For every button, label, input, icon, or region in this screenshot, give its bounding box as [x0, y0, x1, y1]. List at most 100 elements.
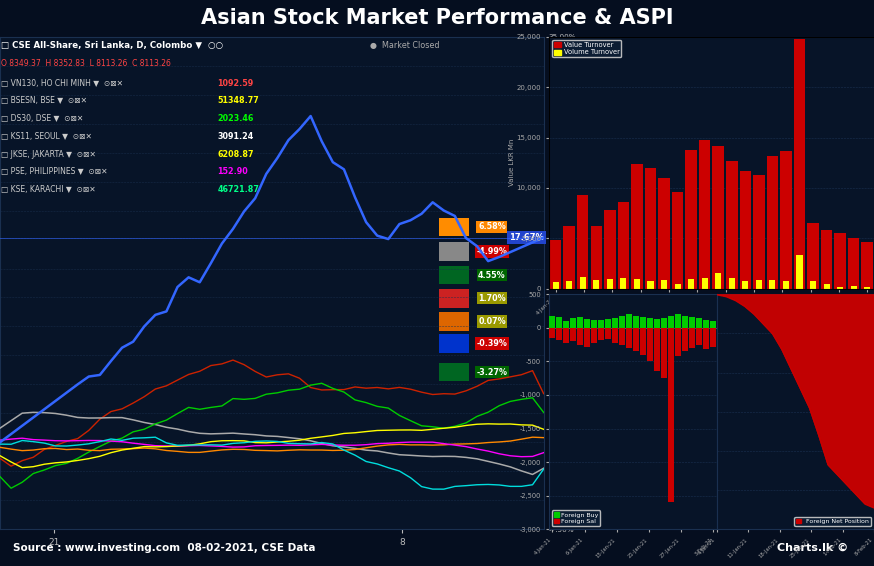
Bar [711, 321, 716, 328]
Bar [729, 278, 735, 289]
Bar [756, 280, 762, 289]
Bar [669, 328, 674, 503]
Bar [627, 315, 632, 328]
Bar [607, 279, 613, 289]
Bar [739, 171, 751, 289]
Bar [655, 328, 660, 371]
FancyBboxPatch shape [440, 312, 469, 331]
Bar [697, 328, 702, 345]
Bar [634, 316, 639, 328]
Bar [613, 318, 618, 328]
Bar [794, 39, 805, 289]
Text: 2023.46: 2023.46 [218, 114, 253, 123]
Bar [621, 278, 627, 289]
Bar [631, 164, 642, 289]
Bar [850, 286, 857, 289]
Bar [688, 279, 694, 289]
Bar [557, 317, 562, 328]
Bar [618, 202, 629, 289]
Bar [704, 328, 709, 349]
Text: □ VN130, HO CHI MINH ▼  ⊙⊠✕: □ VN130, HO CHI MINH ▼ ⊙⊠✕ [1, 79, 123, 88]
Bar [669, 316, 674, 328]
Bar [557, 328, 562, 340]
Bar [769, 280, 775, 289]
Text: □ CSE All-Share, Sri Lanka, D, Colombo ▼  ○○: □ CSE All-Share, Sri Lanka, D, Colombo ▼… [1, 41, 223, 50]
Text: 51348.77: 51348.77 [218, 96, 260, 105]
Bar [810, 281, 816, 289]
Bar [662, 318, 667, 328]
Bar [577, 195, 588, 289]
Bar [571, 319, 576, 328]
Bar [578, 328, 583, 345]
Bar [808, 223, 819, 289]
Bar [715, 273, 721, 289]
Text: -4.99%: -4.99% [476, 247, 508, 256]
Text: □ PSE, PHILIPPINES ▼  ⊙⊠✕: □ PSE, PHILIPPINES ▼ ⊙⊠✕ [1, 168, 108, 176]
Bar [585, 319, 590, 328]
Text: 1.70%: 1.70% [478, 294, 506, 303]
Bar [690, 317, 695, 328]
Bar [648, 319, 653, 328]
Legend: Foreign Net Position: Foreign Net Position [794, 517, 871, 526]
Bar [566, 281, 572, 289]
Bar [683, 328, 688, 351]
Bar [564, 321, 569, 328]
Bar [862, 242, 873, 289]
FancyBboxPatch shape [440, 266, 469, 285]
Bar [641, 328, 646, 355]
Text: -3.27%: -3.27% [476, 368, 508, 376]
Bar [648, 281, 654, 289]
Text: □ JKSE, JAKARTA ▼  ⊙⊠✕: □ JKSE, JAKARTA ▼ ⊙⊠✕ [1, 149, 96, 158]
FancyBboxPatch shape [440, 363, 469, 381]
Text: □ DS30, DSE ▼  ⊙⊠✕: □ DS30, DSE ▼ ⊙⊠✕ [1, 114, 83, 123]
Text: ●  Market Closed: ● Market Closed [370, 41, 439, 50]
Text: Source : www.investing.com  08-02-2021, CSE Data: Source : www.investing.com 08-02-2021, C… [13, 543, 316, 552]
Bar [550, 328, 555, 338]
Bar [552, 282, 558, 289]
Bar [672, 192, 683, 289]
Bar [658, 178, 669, 289]
Bar [699, 140, 711, 289]
Bar [726, 161, 738, 289]
Bar [634, 328, 639, 351]
FancyBboxPatch shape [440, 334, 469, 353]
Bar [641, 317, 646, 328]
Bar [655, 319, 660, 328]
Text: 4.55%: 4.55% [478, 271, 506, 280]
Text: □ KSE, KARACHI ▼  ⊙⊠✕: □ KSE, KARACHI ▼ ⊙⊠✕ [1, 185, 96, 194]
Bar [796, 255, 802, 289]
Bar [676, 328, 681, 356]
Bar [579, 277, 586, 289]
Bar [564, 328, 569, 342]
Bar [599, 328, 604, 340]
Text: 0.07%: 0.07% [478, 317, 506, 326]
Bar [685, 149, 697, 289]
Bar [593, 280, 600, 289]
Bar [783, 281, 789, 289]
Bar [661, 280, 667, 289]
Bar [591, 226, 602, 289]
Bar [690, 328, 695, 348]
Bar [578, 317, 583, 328]
Bar [634, 280, 640, 289]
Bar [837, 287, 843, 289]
Bar [835, 233, 846, 289]
Bar [766, 156, 778, 289]
Text: 6.58%: 6.58% [478, 222, 506, 231]
Bar [742, 281, 748, 289]
Bar [564, 226, 575, 289]
FancyBboxPatch shape [440, 217, 469, 236]
Text: 3091.24: 3091.24 [218, 132, 253, 141]
Text: 1092.59: 1092.59 [218, 79, 253, 88]
FancyBboxPatch shape [440, 289, 469, 308]
Bar [550, 316, 555, 328]
Text: 17.67%: 17.67% [509, 233, 544, 242]
Bar [780, 151, 792, 289]
Text: O 8349.37  H 8352.83  L 8113.26  C 8113.26: O 8349.37 H 8352.83 L 8113.26 C 8113.26 [1, 59, 171, 68]
Bar [592, 328, 597, 342]
Legend: Foreign Buy, Foreign Sal: Foreign Buy, Foreign Sal [552, 511, 600, 526]
Bar [592, 320, 597, 328]
Bar [662, 328, 667, 378]
Legend: Value Turnover, Volume Turnover: Value Turnover, Volume Turnover [552, 40, 621, 58]
Text: 46721.87: 46721.87 [218, 185, 260, 194]
